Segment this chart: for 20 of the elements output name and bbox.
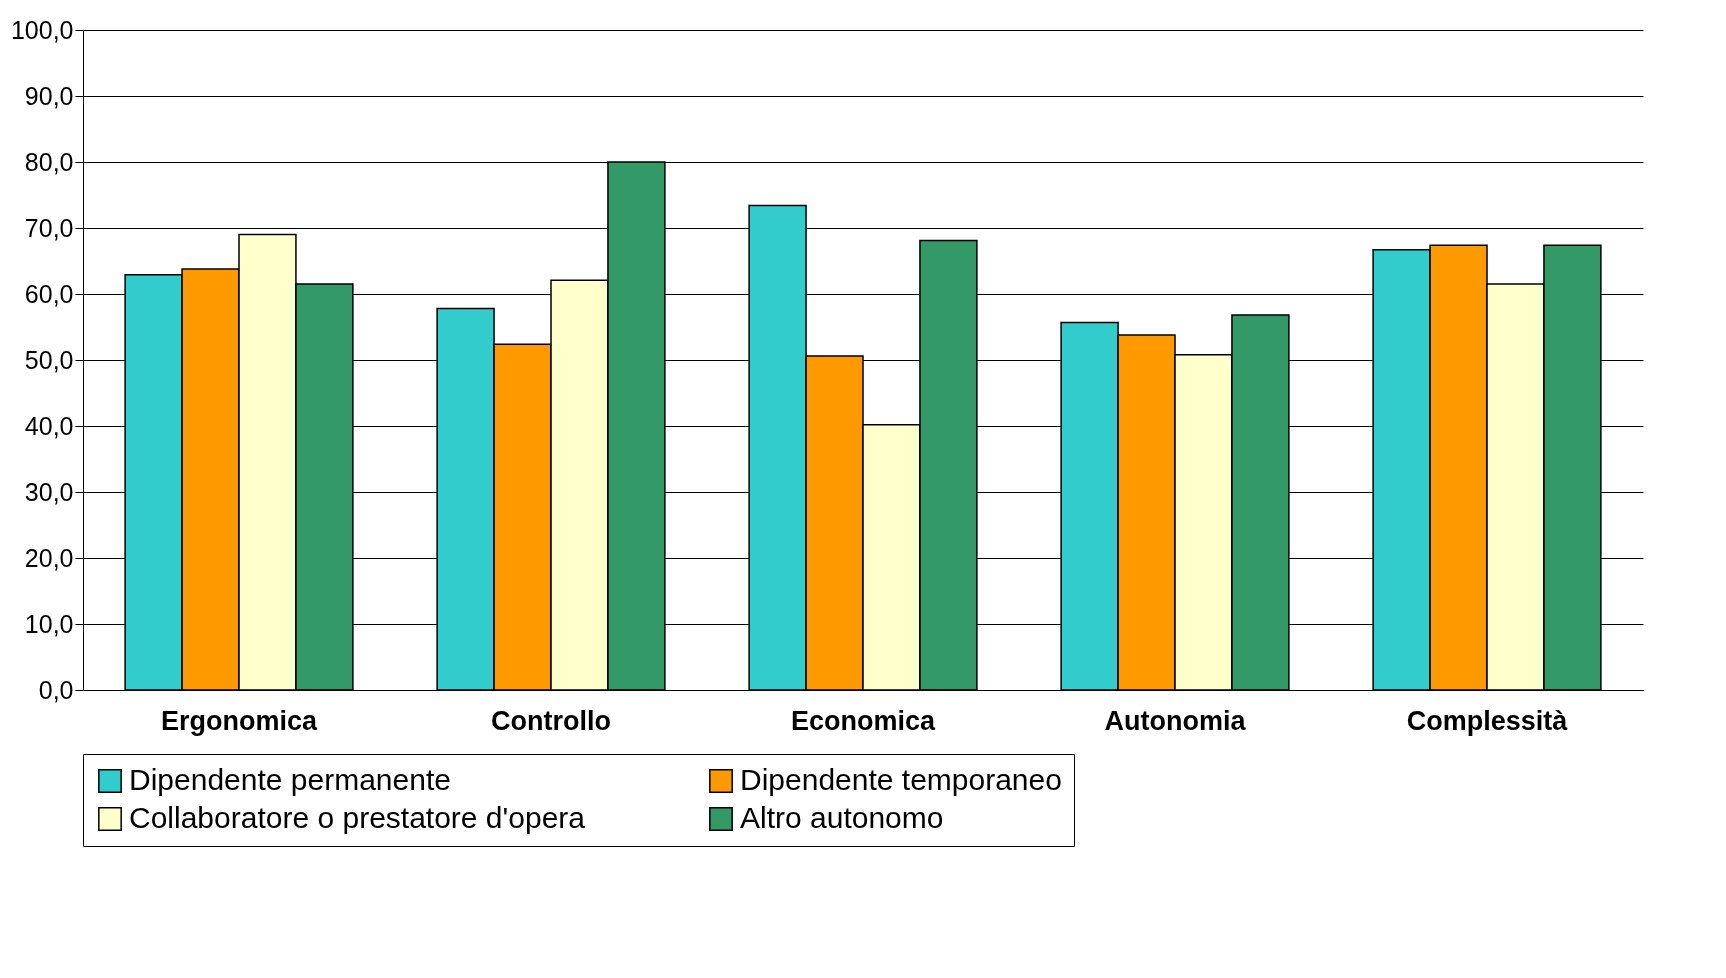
x-tick-label: Economica [790,705,936,736]
x-tick-label: Ergonomica [160,705,318,736]
legend-label: Altro autonomo [740,801,944,834]
y-tick-label: 50,0 [24,345,74,374]
y-tick-label: 100,0 [10,15,74,44]
y-tick-label: 70,0 [24,213,74,242]
y-tick-label: 60,0 [24,279,74,308]
legend-label: Dipendente temporaneo [740,763,1062,796]
y-tick-label: 90,0 [24,81,74,110]
y-tick-label: 20,0 [24,543,74,572]
y-tick-label: 80,0 [24,147,74,176]
legend-label: Dipendente permanente [129,763,451,796]
y-tick-label: 40,0 [24,411,74,440]
legend-label: Collaboratore o prestatore d'opera [129,801,586,834]
x-tick-label: Controllo [491,705,611,736]
y-tick-label: 10,0 [24,609,74,638]
y-tick-label: 30,0 [24,477,74,506]
y-tick-label: 0,0 [38,675,74,704]
x-tick-label: Autonomia [1104,705,1247,736]
x-tick-label: Complessità [1406,705,1569,736]
